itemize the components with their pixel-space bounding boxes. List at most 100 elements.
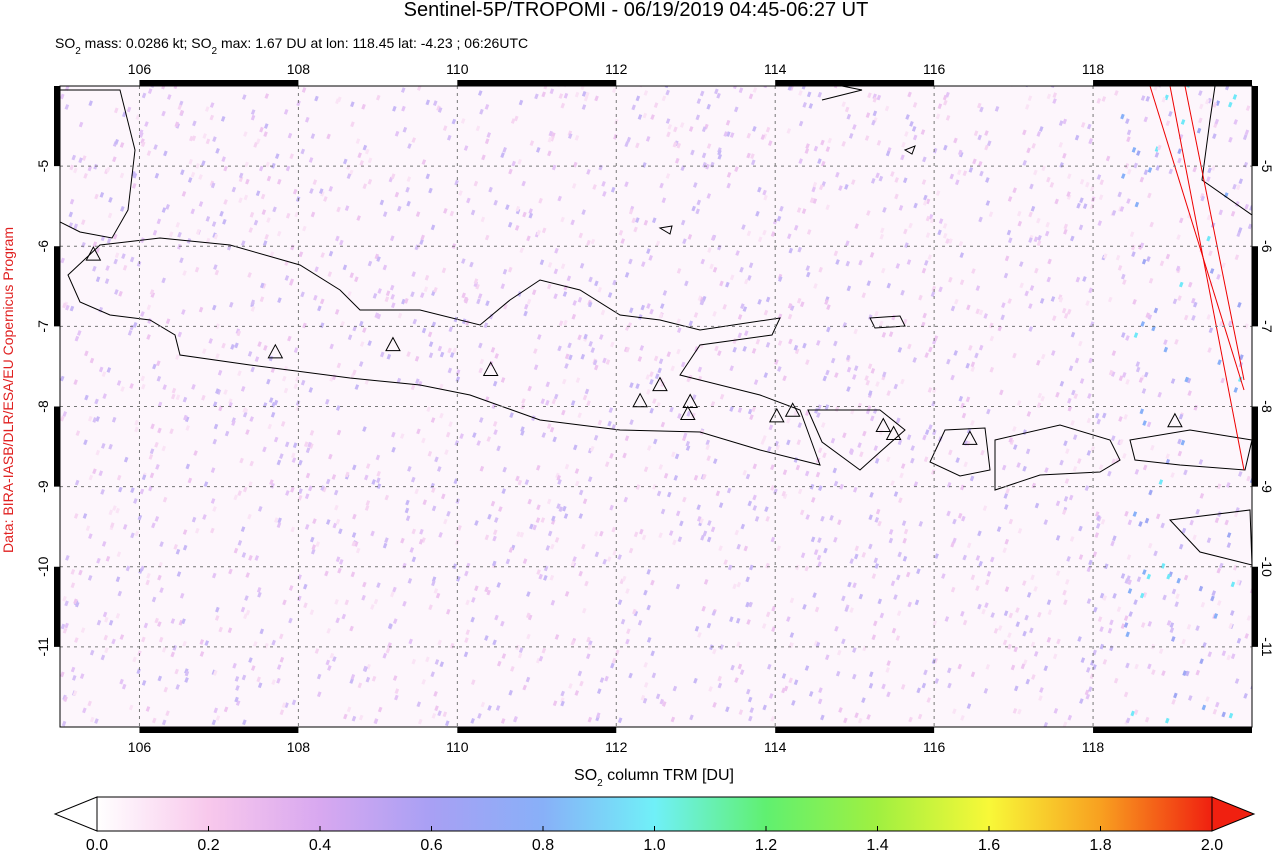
so2-pixel bbox=[215, 353, 220, 359]
so2-pixel bbox=[637, 114, 643, 120]
so2-pixel bbox=[148, 454, 154, 460]
so2-pixel bbox=[519, 247, 524, 254]
so2-pixel bbox=[536, 569, 541, 575]
so2-pixel bbox=[916, 568, 921, 575]
so2-pixel bbox=[820, 139, 825, 146]
so2-pixel bbox=[170, 651, 175, 658]
so2-pixel bbox=[536, 504, 541, 511]
so2-pixel bbox=[414, 355, 420, 362]
so2-pixel bbox=[1179, 281, 1184, 288]
so2-pixel bbox=[725, 119, 731, 126]
so2-pixel bbox=[165, 318, 171, 325]
so2-pixel bbox=[1228, 623, 1233, 629]
x-tick-label: 118 bbox=[1082, 61, 1105, 77]
so2-pixel bbox=[189, 135, 194, 142]
so2-pixel bbox=[867, 363, 873, 370]
so2-pixel bbox=[161, 646, 167, 653]
so2-pixel bbox=[119, 634, 125, 640]
so2-pixel bbox=[691, 205, 696, 212]
so2-pixel bbox=[970, 671, 976, 678]
so2-pixel bbox=[736, 641, 741, 648]
so2-pixel bbox=[1093, 606, 1098, 613]
so2-pixel bbox=[695, 208, 700, 215]
so2-pixel bbox=[384, 494, 390, 501]
so2-pixel bbox=[585, 653, 591, 660]
so2-pixel bbox=[129, 383, 134, 389]
coastline-lombok bbox=[929, 427, 991, 477]
so2-pixel bbox=[763, 372, 769, 379]
so2-pixel bbox=[296, 100, 301, 107]
so2-pixel bbox=[215, 388, 220, 395]
so2-pixel bbox=[817, 698, 823, 705]
so2-pixel bbox=[842, 432, 847, 439]
so2-pixel bbox=[853, 328, 858, 335]
so2-pixel bbox=[397, 205, 402, 212]
so2-pixel bbox=[650, 114, 655, 120]
so2-pixel bbox=[452, 347, 457, 354]
so2-pixel bbox=[522, 211, 527, 218]
so2-pixel bbox=[996, 526, 1002, 533]
so2-pixel bbox=[183, 414, 188, 421]
so2-pixel bbox=[738, 709, 744, 716]
so2-pixel bbox=[871, 634, 877, 641]
so2-pixel bbox=[901, 520, 907, 527]
so2-pixel bbox=[1198, 117, 1203, 124]
so2-pixel bbox=[1238, 178, 1244, 185]
so2-pixel bbox=[1102, 412, 1107, 419]
so2-pixel bbox=[669, 406, 674, 413]
so2-pixel bbox=[802, 342, 807, 349]
so2-pixel bbox=[1006, 229, 1012, 236]
so2-pixel bbox=[907, 343, 912, 350]
axis-band bbox=[1252, 86, 1258, 167]
so2-pixel bbox=[175, 548, 181, 555]
so2-pixel bbox=[812, 181, 818, 188]
so2-pixel bbox=[375, 454, 381, 461]
so2-pixel bbox=[302, 322, 307, 329]
so2-pixel bbox=[710, 526, 716, 533]
so2-pixel bbox=[779, 205, 784, 212]
so2-pixel bbox=[952, 537, 957, 544]
so2-pixel bbox=[446, 510, 451, 517]
x-tick-label: 110 bbox=[446, 61, 469, 77]
so2-pixel bbox=[359, 341, 365, 347]
so2-pixel bbox=[1031, 674, 1036, 680]
so2-pixel bbox=[1084, 485, 1090, 492]
so2-pixel bbox=[415, 378, 420, 385]
so2-pixel bbox=[643, 90, 649, 96]
so2-pixel bbox=[857, 442, 862, 449]
so2-pixel bbox=[1146, 256, 1151, 262]
so2-pixel bbox=[543, 565, 549, 572]
so2-pixel bbox=[1110, 540, 1115, 547]
so2-pixel bbox=[114, 107, 119, 114]
so2-pixel bbox=[1067, 173, 1072, 180]
so2-pixel bbox=[476, 440, 481, 446]
so2-pixel bbox=[948, 276, 953, 283]
so2-pixel bbox=[242, 407, 247, 413]
so2-pixel bbox=[551, 515, 556, 522]
so2-pixel bbox=[799, 301, 805, 308]
so2-pixel bbox=[1070, 235, 1075, 242]
so2-pixel bbox=[706, 536, 712, 543]
so2-pixel bbox=[925, 198, 931, 205]
so2-pixel bbox=[496, 445, 501, 452]
so2-pixel bbox=[793, 344, 799, 351]
so2-pixel bbox=[978, 216, 983, 223]
so2-pixel bbox=[406, 200, 411, 207]
so2-pixel bbox=[1105, 155, 1111, 162]
so2-pixel bbox=[1187, 212, 1192, 219]
so2-pixel bbox=[508, 168, 513, 175]
so2-pixel bbox=[349, 625, 354, 632]
so2-pixel bbox=[817, 404, 822, 411]
so2-pixel bbox=[1109, 619, 1114, 626]
so2-pixel bbox=[1198, 90, 1203, 96]
so2-pixel bbox=[975, 555, 981, 561]
so2-pixel bbox=[612, 87, 617, 94]
so2-pixel bbox=[979, 170, 984, 177]
so2-pixel bbox=[551, 519, 556, 525]
so2-pixel bbox=[1147, 192, 1152, 199]
so2-pixel bbox=[925, 232, 931, 239]
so2-pixel bbox=[968, 345, 973, 351]
so2-pixel bbox=[920, 129, 926, 135]
so2-pixel bbox=[1153, 307, 1159, 314]
so2-pixel bbox=[813, 549, 819, 556]
